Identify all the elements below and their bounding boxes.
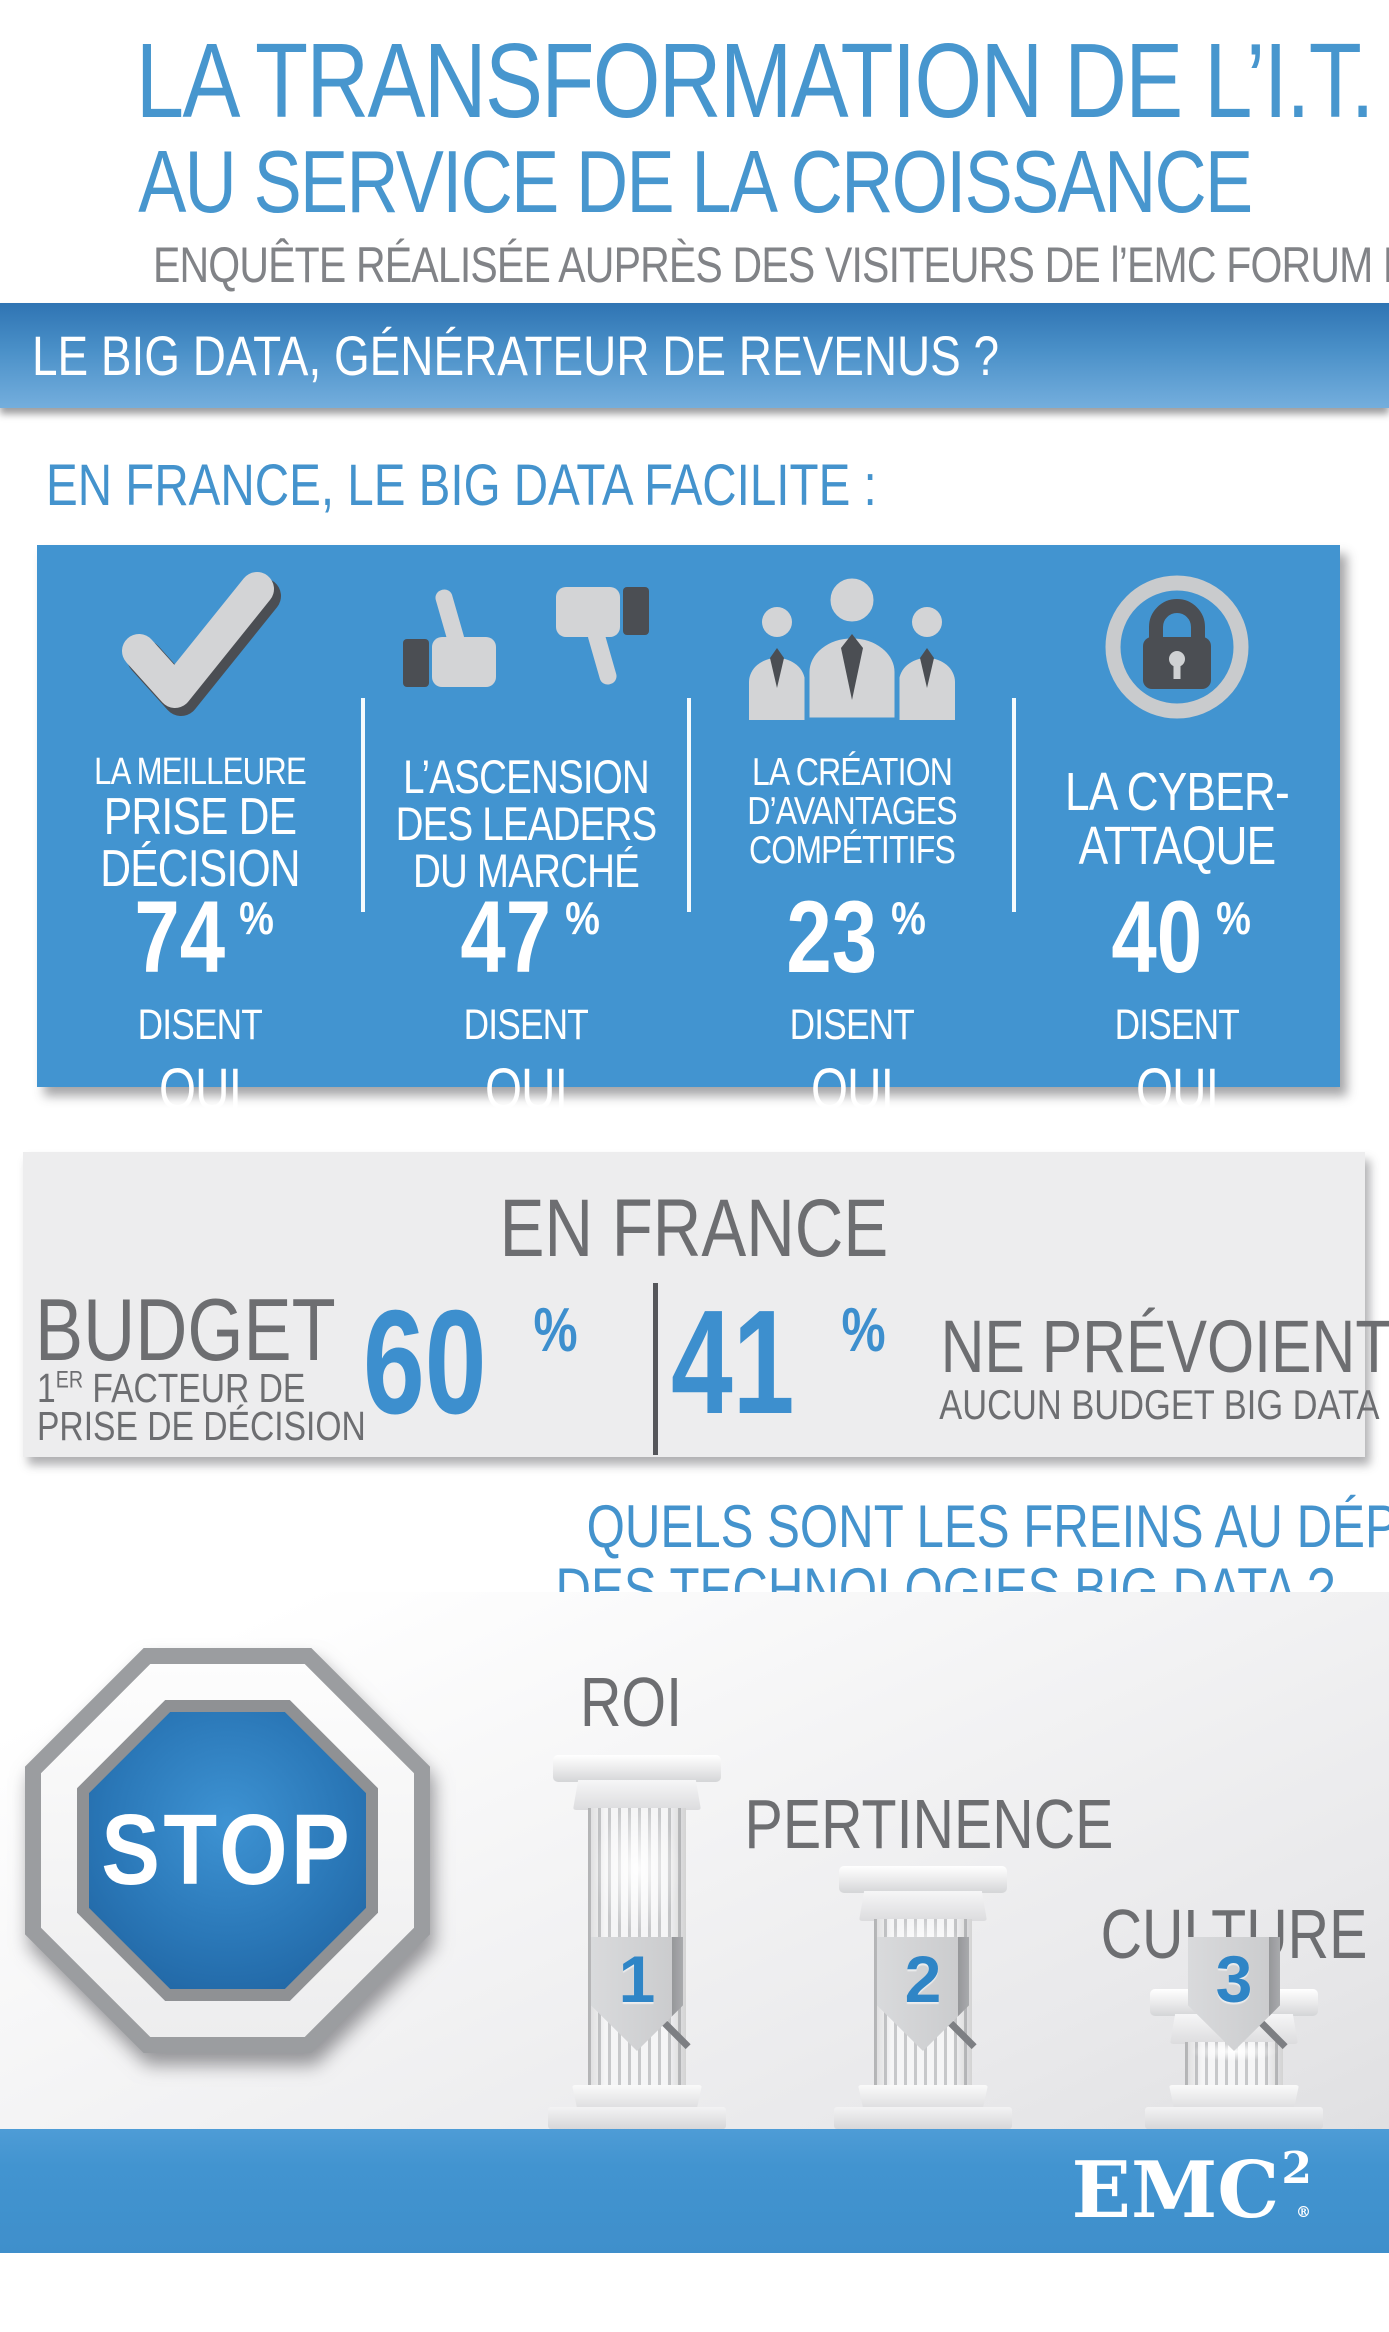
pillar-capital — [839, 1866, 1007, 1893]
facilite-answer: OUI — [1135, 1057, 1219, 1122]
pillar-label-pertinence: PERTINENCE — [744, 1785, 1114, 1863]
pillar-label-roi: ROI — [579, 1663, 683, 1741]
pillar-base-plinth — [834, 2107, 1012, 2129]
budget-percentage-60: 60% — [363, 1280, 578, 1445]
facilite-percentage: 74% — [134, 880, 275, 994]
facilite-answer: OUI — [158, 1057, 242, 1122]
pillar-base — [1169, 2085, 1299, 2109]
budget-subtitle-line1: 1ER FACTEUR DE — [37, 1365, 306, 1411]
facilite-label: L’ASCENSION DES LEADERS DU MARCHÉ — [395, 750, 658, 897]
pillar-base-plinth — [548, 2107, 726, 2129]
budget-panel-title: EN FRANCE — [499, 1183, 889, 1274]
padlock-icon — [1097, 567, 1257, 732]
pillar-base-plinth — [1145, 2107, 1323, 2129]
page-title-line1: LA TRANSFORMATION DE L’I.T. — [135, 22, 1375, 140]
page-subtitle: ENQUÊTE RÉALISÉE AUPRÈS DES VISITEURS DE… — [152, 237, 1389, 293]
facilite-item-leaders: L’ASCENSION DES LEADERS DU MARCHÉ 47% DI… — [363, 545, 689, 1122]
banner-text: LE BIG DATA, GÉNÉRATEUR DE REVENUS ? — [32, 324, 1000, 387]
facilite-verb: DISENT — [789, 1001, 915, 1049]
stop-sign-label: STOP — [101, 1794, 354, 1906]
facilite-answer: OUI — [810, 1057, 894, 1122]
column-divider — [1012, 698, 1016, 912]
facilite-item-decision: LA MEILLEURE PRISE DE DÉCISION 74% DISEN… — [37, 545, 363, 1122]
pillar-capital-neck — [573, 1780, 701, 1810]
pillar-capital-neck — [859, 1891, 987, 1921]
page-title-line2: AU SERVICE DE LA CROISSANCE — [137, 132, 1253, 231]
budget-panel: EN FRANCE BUDGET 1ER FACTEUR DE PRISE DE… — [23, 1152, 1389, 1457]
facilite-percentage: 47% — [460, 880, 601, 994]
pillar-pertinence: 2 — [834, 1866, 1012, 2129]
footer-bar: EMC2® — [0, 2129, 1389, 2253]
pillar-capital — [553, 1755, 721, 1782]
pillar-shaft — [1185, 2042, 1283, 2085]
stop-sign-icon: STOP — [25, 1648, 430, 2053]
facilite-label: LA MEILLEURE PRISE DE DÉCISION — [94, 751, 307, 898]
column-divider — [687, 698, 691, 912]
emc-logo: EMC2® — [1071, 2143, 1313, 2236]
header: LA TRANSFORMATION DE L’I.T. AU SERVICE D… — [0, 28, 1389, 290]
facilite-section-heading: EN FRANCE, LE BIG DATA FACILITE : — [46, 453, 877, 518]
checkmark-icon — [105, 567, 295, 732]
pillar-base — [572, 2085, 702, 2109]
facilite-verb: DISENT — [1114, 1001, 1240, 1049]
budget-divider — [653, 1283, 658, 1455]
budget-word: BUDGET — [35, 1280, 336, 1379]
facilite-percentage: 23% — [786, 880, 927, 994]
facilite-label: LA CRÉATION D’AVANTAGES COMPÉTITIFS — [747, 751, 957, 872]
facilite-verb: DISENT — [463, 1001, 589, 1049]
people-group-icon — [737, 572, 967, 727]
budget-subtitle-line2: PRISE DE DÉCISION — [37, 1403, 366, 1449]
facilite-item-avantages: LA CRÉATION D’AVANTAGES COMPÉTITIFS 23% … — [689, 545, 1015, 1122]
facilite-stats-panel: LA MEILLEURE PRISE DE DÉCISION 74% DISEN… — [37, 545, 1340, 1122]
budget-percentage-41: 41% — [671, 1280, 886, 1445]
column-divider — [361, 698, 365, 912]
facilite-answer: OUI — [484, 1057, 568, 1122]
pillar-culture: 3 — [1145, 1937, 1323, 2129]
pillar-base — [858, 2085, 988, 2109]
section-banner-big-data-revenus: LE BIG DATA, GÉNÉRATEUR DE REVENUS ? — [0, 303, 1389, 408]
facilite-item-cyberattaque: LA CYBER- ATTAQUE 40% DISENT OUI — [1014, 545, 1340, 1122]
pillar-roi: 1 — [548, 1755, 726, 2129]
thumbs-up-down-icon — [401, 577, 651, 722]
no-budget-line1: NE PRÉVOIENT — [940, 1305, 1389, 1388]
facilite-label: LA CYBER- ATTAQUE — [1065, 762, 1290, 876]
no-budget-line2: AUCUN BUDGET BIG DATA — [939, 1381, 1380, 1428]
facilite-verb: DISENT — [137, 1001, 263, 1049]
facilite-percentage: 40% — [1111, 880, 1252, 994]
